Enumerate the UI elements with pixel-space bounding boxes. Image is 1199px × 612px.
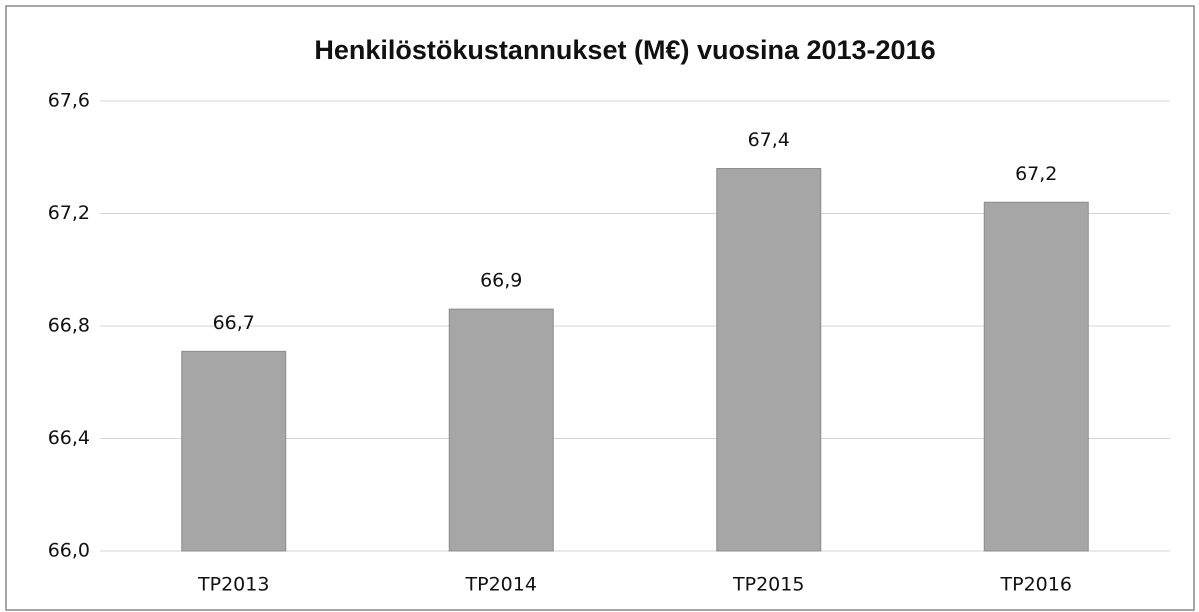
x-tick-label: TP2015	[732, 574, 804, 596]
y-tick-label: 66,8	[48, 315, 90, 337]
bar	[716, 168, 822, 552]
y-tick-label: 67,6	[48, 90, 90, 112]
data-label: 67,2	[1015, 163, 1057, 185]
y-tick-label: 66,0	[48, 540, 90, 562]
y-tick-label: 66,4	[48, 427, 90, 449]
data-label: 66,9	[480, 270, 522, 292]
data-label: 66,7	[213, 312, 255, 334]
x-tick-label: TP2016	[1000, 574, 1072, 596]
chart-border	[5, 5, 1195, 611]
bar	[448, 308, 554, 552]
x-tick-label: TP2013	[197, 574, 269, 596]
bar	[983, 201, 1089, 552]
x-tick-label: TP2014	[465, 574, 537, 596]
data-label: 67,4	[748, 129, 790, 151]
bar	[181, 350, 287, 552]
y-tick-label: 67,2	[48, 202, 90, 224]
chart-title: Henkilöstökustannukset (M€) vuosina 2013…	[314, 35, 935, 65]
